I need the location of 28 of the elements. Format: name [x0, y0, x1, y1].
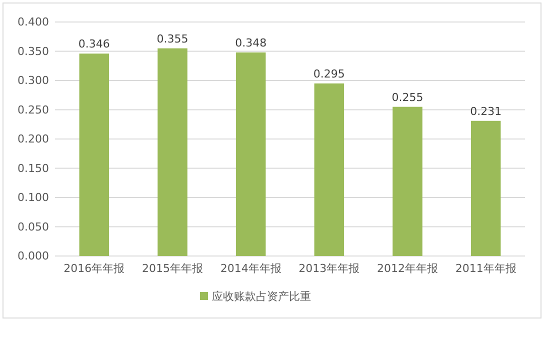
y-tick-label: 0.300 [18, 74, 49, 88]
legend-label: 应收账款占资产比重 [212, 290, 311, 303]
data-label: 0.295 [313, 67, 345, 80]
x-tick-label: 2014年年报 [220, 262, 282, 275]
bar [158, 48, 188, 256]
y-tick-label: 0.000 [18, 250, 49, 263]
x-tick-label: 2012年年报 [377, 262, 438, 275]
bar [236, 52, 266, 256]
y-tick-label: 0.150 [18, 162, 49, 175]
data-label: 0.231 [470, 104, 502, 118]
bar [392, 106, 422, 256]
bar [470, 120, 501, 256]
y-tick-label: 0.250 [18, 103, 49, 116]
y-tick-label: 0.050 [18, 220, 49, 234]
bar [79, 54, 110, 256]
data-label: 0.355 [156, 32, 188, 46]
data-label: 0.348 [235, 36, 267, 50]
x-tick-label: 2013年年报 [298, 262, 360, 275]
y-tick-label: 0.100 [18, 191, 49, 204]
y-tick-label: 0.350 [18, 44, 49, 58]
x-tick-label: 2016年年报 [64, 262, 125, 275]
data-label: 0.255 [392, 90, 424, 104]
bar [314, 83, 344, 256]
y-tick-label: 0.400 [18, 16, 49, 29]
x-tick-label: 2011年年报 [455, 262, 516, 275]
x-tick-label: 2015年年报 [142, 262, 203, 275]
y-tick-label: 0.200 [18, 132, 49, 146]
data-label: 0.346 [78, 38, 110, 51]
